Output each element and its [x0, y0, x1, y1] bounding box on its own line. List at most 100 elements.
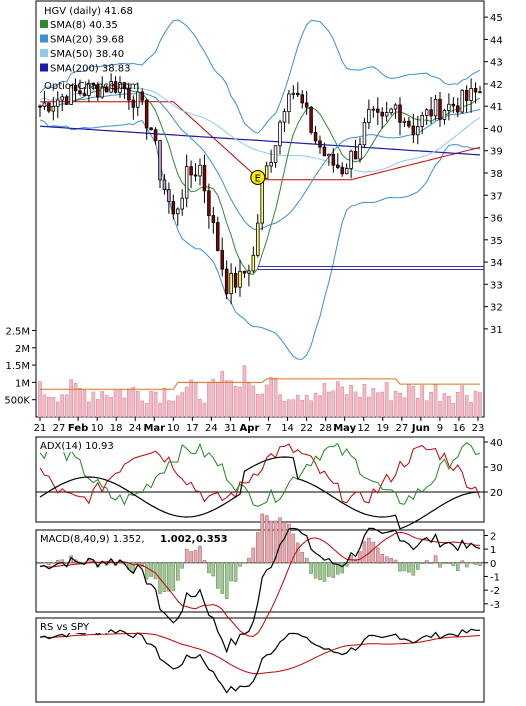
x-tick-label: Mar [143, 423, 165, 434]
volume-bar [411, 386, 416, 418]
volume-bar [349, 384, 353, 418]
adx-tick-label: 20 [490, 488, 503, 499]
candle-body [456, 105, 460, 113]
price-tick-label: 40 [490, 124, 503, 135]
volume-bar [322, 383, 327, 418]
candle-body [60, 96, 64, 101]
sma20-line [39, 92, 481, 231]
volume-bar [215, 382, 220, 418]
macd-histogram-bar [393, 559, 398, 563]
candle-body [73, 85, 78, 92]
volume-bar [304, 394, 309, 418]
candle-body [473, 88, 478, 93]
macd-histogram-bar [464, 562, 469, 568]
candle-body [136, 91, 140, 108]
macd-histogram-value: 0.353 [196, 534, 228, 545]
legend-entry: SMA(20) 39.68 [50, 35, 124, 46]
x-tick-label: 12 [357, 423, 370, 434]
macd-histogram-bar [473, 562, 478, 565]
candle-body [264, 165, 269, 179]
volume-bar [433, 384, 438, 418]
event-marker-label: E [255, 173, 261, 184]
candle-body [340, 167, 344, 175]
macd-histogram-bar [353, 558, 358, 563]
macd-histogram-bar [429, 562, 433, 564]
candle-body [460, 89, 464, 113]
candle-body [344, 168, 349, 175]
x-tick-label: Jun [411, 423, 430, 434]
volume-bar [131, 386, 136, 418]
macd-histogram-bar [447, 562, 451, 564]
volume-bar [331, 390, 336, 418]
volume-bar [42, 394, 47, 418]
adx-di-minus-line [39, 443, 481, 505]
volume-bar [362, 383, 367, 418]
volume-bar [60, 394, 65, 418]
macd-histogram-bar [38, 562, 42, 564]
candle-body [389, 108, 393, 113]
candle-body [176, 208, 180, 215]
sma50-line [39, 86, 481, 173]
candle-body [273, 145, 278, 163]
volume-bar [424, 400, 429, 418]
candle-body [100, 86, 104, 98]
volume-bar [313, 392, 318, 418]
candle-body [184, 166, 189, 199]
volume-bar [47, 396, 51, 418]
candle-body [469, 88, 473, 101]
macd-histogram-bar [376, 547, 380, 563]
candle-body [402, 120, 407, 123]
volume-bar [91, 391, 96, 418]
legend-swatch [40, 20, 48, 28]
candle-body [122, 82, 127, 90]
volume-bar [51, 396, 56, 418]
volume-bar [189, 379, 193, 418]
macd-histogram-bar [291, 533, 296, 564]
candle-body [260, 177, 264, 224]
price-tick-label: 36 [490, 214, 503, 225]
volume-bar [402, 397, 407, 418]
macd-histogram-bar [362, 541, 367, 563]
candle-body [327, 153, 331, 157]
macd-tick-label: 1 [490, 545, 496, 556]
volume-bar [229, 380, 233, 418]
candle-body [87, 82, 91, 96]
candle-body [336, 164, 340, 169]
macd-histogram-bar [460, 560, 464, 563]
candle-body [433, 98, 438, 117]
candle-body [420, 115, 424, 127]
volume-tick-label: 1M [15, 378, 30, 389]
volume-bar [69, 379, 73, 418]
volume-bar [389, 400, 393, 418]
price-tick-label: 33 [490, 280, 503, 291]
macd-histogram-bar [224, 562, 229, 599]
volume-bar [287, 399, 291, 418]
macd-histogram-bar [313, 562, 318, 579]
volume-bar [464, 395, 469, 418]
candle-body [158, 140, 162, 181]
volume-bar [344, 394, 349, 418]
macd-label-bg [38, 532, 228, 545]
x-tick-label: 24 [129, 423, 142, 434]
macd-histogram-bar [438, 562, 442, 568]
volume-tick-label: 1.5M [5, 361, 30, 372]
macd-tick-label: 2 [490, 531, 496, 542]
candle-body [296, 92, 300, 96]
volume-bar [407, 384, 411, 418]
macd-histogram-bar [136, 562, 140, 564]
legend-entry: SMA(8) 40.35 [50, 20, 118, 31]
macd-histogram-bar [220, 562, 224, 594]
macd-histogram-bar [56, 560, 60, 563]
candle-body [424, 109, 429, 116]
legend-swatch [40, 63, 48, 72]
volume-bar [144, 402, 149, 418]
x-tick-label: Feb [68, 423, 88, 434]
volume-bar [175, 395, 180, 418]
sma200-line [39, 125, 481, 156]
candle-body [96, 84, 100, 98]
volume-bar [451, 402, 456, 418]
price-tick-label: 34 [490, 258, 503, 269]
volume-bar [193, 381, 198, 418]
volume-bar [447, 396, 451, 418]
candle-body [233, 272, 238, 288]
